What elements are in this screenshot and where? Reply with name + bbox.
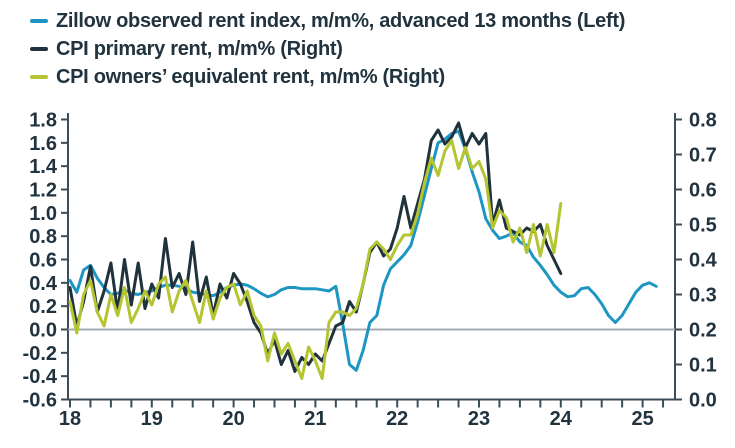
x-axis-year-label: 19 [141,408,163,430]
legend-item-zillow: Zillow observed rent index, m/m%, advanc… [30,7,625,35]
x-axis-year-label: 21 [304,408,326,430]
series-line-cpi-oer [68,139,563,380]
left-axis-tick-label: 0.2 [29,296,57,318]
x-axis-year-label: 22 [386,408,408,430]
left-axis-tick-label: 0.0 [29,320,57,342]
chart-legend: Zillow observed rent index, m/m%, advanc… [30,7,625,91]
right-axis-tick-label: 0.6 [689,180,717,202]
x-axis-year-label: 18 [59,408,81,430]
axis-tick-labels: 1.81.61.41.21.00.80.60.40.20.0-0.2-0.4-0… [23,110,718,431]
left-axis-tick-label: -0.2 [23,343,57,365]
left-axis-tick-label: 1.8 [29,110,57,132]
legend-label-cpi-oer: CPI owners’ equivalent rent, m/m% (Right… [56,65,445,88]
left-axis-tick-label: 1.2 [29,180,57,202]
legend-label-cpi-rent: CPI primary rent, m/m% (Right) [56,37,343,60]
left-axis-tick-label: 0.8 [29,226,57,248]
left-axis-tick-label: 1.4 [29,156,58,178]
legend-line-swatch-cpi-oer [30,75,48,79]
x-axis-year-label: 24 [550,408,573,430]
legend-item-cpi-oer: CPI owners’ equivalent rent, m/m% (Right… [30,63,625,91]
legend-line-swatch-cpi-rent [30,47,48,51]
right-axis-tick-label: 0.7 [689,145,717,167]
right-axis-tick-label: 0.1 [689,355,717,377]
series-line-zillow [68,129,658,372]
left-axis-tick-label: -0.6 [23,390,57,412]
x-axis-year-label: 25 [631,408,653,430]
axes [61,113,682,408]
left-axis-tick-label: 1.6 [29,133,57,155]
right-axis-tick-label: 0.4 [689,250,718,272]
left-axis-tick-label: 0.4 [29,273,58,295]
legend-item-cpi-rent: CPI primary rent, m/m% (Right) [30,35,625,63]
right-axis-tick-label: 0.5 [689,215,717,237]
right-axis-tick-label: 0.0 [689,390,717,412]
right-axis-tick-label: 0.8 [689,110,717,132]
left-axis-tick-label: -0.4 [23,366,58,388]
x-axis-year-label: 20 [222,408,244,430]
legend-label-zillow: Zillow observed rent index, m/m%, advanc… [56,9,626,32]
right-axis-tick-label: 0.3 [689,285,717,307]
left-axis-tick-label: 0.6 [29,250,57,272]
series-lines [68,121,658,380]
left-axis-tick-label: 1.0 [29,203,57,225]
right-axis-tick-label: 0.2 [689,320,717,342]
legend-line-swatch-zillow [30,19,48,23]
x-axis-year-label: 23 [468,408,490,430]
series-line-cpi-rent [68,121,563,373]
